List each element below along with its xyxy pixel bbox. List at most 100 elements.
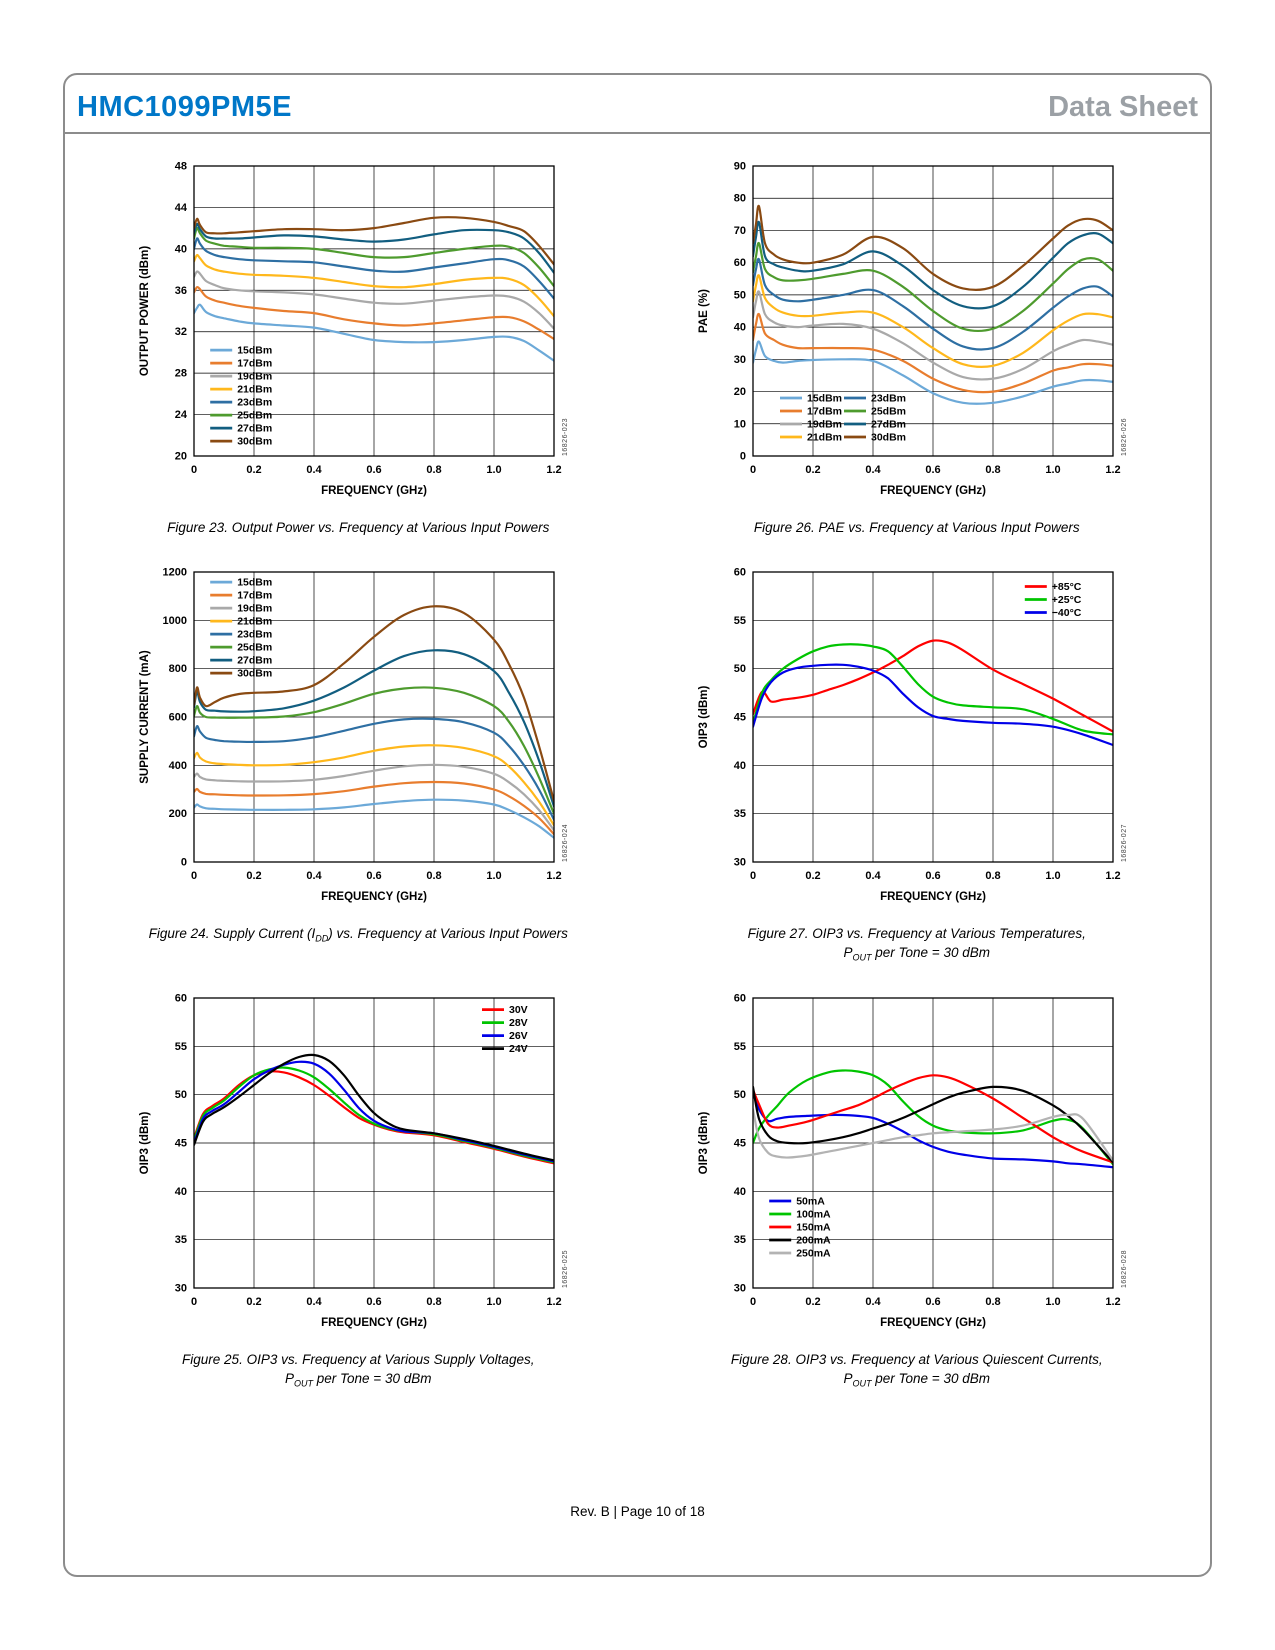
part-number: HMC1099PM5E <box>77 91 293 123</box>
svg-text:19dBm: 19dBm <box>237 371 272 383</box>
svg-text:0: 0 <box>750 1296 756 1308</box>
svg-text:25dBm: 25dBm <box>871 406 906 418</box>
svg-text:30: 30 <box>734 354 746 366</box>
svg-text:17dBm: 17dBm <box>807 406 842 418</box>
svg-text:36: 36 <box>175 285 187 297</box>
svg-text:1.0: 1.0 <box>487 464 502 476</box>
charts-grid: 0 0.2 0.4 0.6 0.8 1.0 1.2 20 24 28 32 36 40 44 48 FREQU… <box>65 134 1210 1390</box>
svg-text:150mA: 150mA <box>796 1222 831 1234</box>
svg-text:0: 0 <box>191 870 197 882</box>
svg-text:10: 10 <box>734 418 746 430</box>
chart-oip3-vs-supply-voltage: 0 0.2 0.4 0.6 0.8 1.0 1.2 30 35 40 45 50 55 60 FREQUEN… <box>134 988 582 1341</box>
svg-text:0.2: 0.2 <box>247 870 262 882</box>
svg-text:48: 48 <box>175 161 187 173</box>
figure-25: 0 0.2 0.4 0.6 0.8 1.0 1.2 30 35 40 45 50 55 60 FREQUEN… <box>134 988 582 1390</box>
svg-text:60: 60 <box>175 993 187 1005</box>
svg-text:16826-025: 16826-025 <box>562 1250 569 1288</box>
svg-text:20: 20 <box>734 386 746 398</box>
chart-svg: 0 0.2 0.4 0.6 0.8 1.0 1.2 30 35 40 45 50 55 60 FREQUEN… <box>139 993 569 1330</box>
svg-text:23dBm: 23dBm <box>871 393 906 405</box>
page-header: HMC1099PM5E Data Sheet <box>65 75 1210 134</box>
svg-text:0.2: 0.2 <box>805 870 820 882</box>
series-23dBm <box>752 257 1113 351</box>
series-30dBm <box>752 204 1113 291</box>
footer-text: Rev. B | Page 10 of 18 <box>570 1504 705 1519</box>
svg-text:250mA: 250mA <box>796 1248 831 1260</box>
figure-23: 0 0.2 0.4 0.6 0.8 1.0 1.2 20 24 28 32 36 40 44 48 FREQU… <box>134 156 582 538</box>
series-17dBm <box>194 285 555 341</box>
series-250mA <box>752 1108 1113 1162</box>
series-27dBm <box>194 222 555 274</box>
series-24V <box>194 1053 555 1162</box>
series-17dBm <box>194 780 555 836</box>
svg-text:60: 60 <box>734 257 746 269</box>
svg-text:0.8: 0.8 <box>427 464 442 476</box>
chart-svg: 0 0.2 0.4 0.6 0.8 1.0 1.2 30 35 40 45 50 55 60 FREQUEN… <box>698 566 1128 903</box>
svg-text:0.8: 0.8 <box>985 870 1000 882</box>
svg-text:20: 20 <box>175 451 187 463</box>
series-200mA <box>752 1085 1113 1164</box>
chart-svg: 0 0.2 0.4 0.6 0.8 1.0 1.2 0 200 400 600 800 1000 1200… <box>139 566 569 903</box>
chart-output-power-vs-frequency: 0 0.2 0.4 0.6 0.8 1.0 1.2 20 24 28 32 36 40 44 48 FREQU… <box>134 156 582 509</box>
chart-pae-vs-frequency: 0 0.2 0.4 0.6 0.8 1.0 1.2 0 10 20 30 40 50 60 70 80 90 FR… <box>693 156 1141 509</box>
svg-text:15dBm: 15dBm <box>237 345 272 357</box>
svg-text:0: 0 <box>181 856 187 868</box>
svg-text:15dBm: 15dBm <box>237 577 272 589</box>
svg-text:200: 200 <box>169 808 187 820</box>
series-30dBm <box>194 605 555 803</box>
svg-text:45: 45 <box>734 1138 746 1150</box>
svg-text:21dBm: 21dBm <box>237 616 272 628</box>
svg-text:19dBm: 19dBm <box>807 419 842 431</box>
svg-text:25dBm: 25dBm <box>237 410 272 422</box>
svg-text:26V: 26V <box>509 1030 528 1042</box>
svg-text:0: 0 <box>191 1296 197 1308</box>
series-19dBm <box>194 763 555 832</box>
svg-text:60: 60 <box>734 993 746 1005</box>
figure-28-caption: Figure 28. OIP3 vs. Frequency at Various… <box>730 1352 1103 1389</box>
svg-text:70: 70 <box>734 225 746 237</box>
svg-text:0.6: 0.6 <box>367 464 382 476</box>
svg-text:45: 45 <box>734 711 746 723</box>
svg-text:21dBm: 21dBm <box>807 432 842 444</box>
svg-text:0.4: 0.4 <box>865 1296 881 1308</box>
svg-text:600: 600 <box>169 711 187 723</box>
svg-text:35: 35 <box>175 1234 187 1246</box>
series-100mA <box>752 1069 1113 1166</box>
figure-24-caption: Figure 24. Supply Current (IDD) vs. Freq… <box>148 925 568 944</box>
svg-text:0.2: 0.2 <box>247 464 262 476</box>
figure-27: 0 0.2 0.4 0.6 0.8 1.0 1.2 30 35 40 45 50 55 60 FREQUEN… <box>693 562 1141 964</box>
svg-text:17dBm: 17dBm <box>237 590 272 602</box>
series-19dBm <box>752 290 1113 381</box>
svg-text:50: 50 <box>175 1089 187 1101</box>
svg-text:17dBm: 17dBm <box>237 358 272 370</box>
svg-text:0: 0 <box>750 870 756 882</box>
datasheet-page: HMC1099PM5E Data Sheet 0 0.2 0.4 0.6 0.8 1.0 1… <box>63 73 1212 1577</box>
svg-text:80: 80 <box>734 193 746 205</box>
svg-text:0: 0 <box>750 464 756 476</box>
svg-text:16826-023: 16826-023 <box>562 418 569 456</box>
chart-svg: 0 0.2 0.4 0.6 0.8 1.0 1.2 0 10 20 30 40 50 60 70 80 90 FR… <box>698 161 1128 498</box>
svg-text:44: 44 <box>175 202 188 214</box>
series-+85°C <box>752 639 1113 733</box>
svg-text:0.2: 0.2 <box>805 464 820 476</box>
svg-text:1.2: 1.2 <box>1105 870 1120 882</box>
svg-text:0.4: 0.4 <box>307 1296 323 1308</box>
svg-text:+25°C: +25°C <box>1052 594 1082 606</box>
svg-text:23dBm: 23dBm <box>237 397 272 409</box>
svg-text:0.4: 0.4 <box>307 870 323 882</box>
series-+25°C <box>752 643 1113 736</box>
svg-text:1.0: 1.0 <box>487 870 502 882</box>
series-15dBm <box>752 340 1113 405</box>
svg-text:30V: 30V <box>509 1004 528 1016</box>
svg-text:FREQUENCY (GHz): FREQUENCY (GHz) <box>321 485 427 497</box>
svg-text:−40°C: −40°C <box>1052 607 1082 619</box>
figure-23-caption: Figure 23. Output Power vs. Frequency at… <box>167 520 550 535</box>
series-15dBm <box>194 798 555 839</box>
svg-text:0.4: 0.4 <box>865 870 881 882</box>
svg-text:16826-026: 16826-026 <box>1121 418 1128 456</box>
svg-text:55: 55 <box>175 1041 187 1053</box>
series-27dBm <box>194 649 555 808</box>
chart-svg: 0 0.2 0.4 0.6 0.8 1.0 1.2 30 35 40 45 50 55 60 FREQUEN… <box>698 993 1128 1330</box>
svg-text:1.2: 1.2 <box>1105 464 1120 476</box>
figure-26-caption: Figure 26. PAE vs. Frequency at Various … <box>753 520 1080 535</box>
